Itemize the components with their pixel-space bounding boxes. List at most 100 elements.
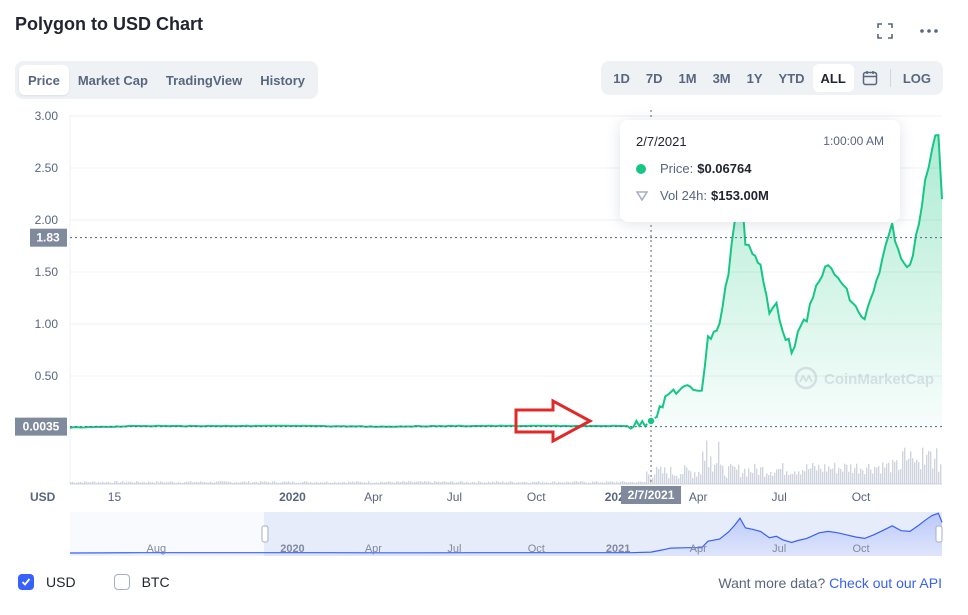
volume-bar [182, 482, 184, 484]
volume-bar [666, 473, 668, 484]
navigator-line [69, 512, 943, 554]
range-7d[interactable]: 7D [645, 70, 663, 86]
range-1m[interactable]: 1M [678, 70, 697, 86]
volume-bar [128, 481, 130, 484]
tab-tradingview[interactable]: TradingView [165, 72, 243, 88]
range-all[interactable]: ALL [812, 64, 854, 92]
volume-bar [688, 470, 690, 484]
fullscreen-icon[interactable] [874, 20, 896, 42]
volume-bar [600, 482, 602, 484]
volume-bar [388, 481, 390, 484]
tab-price[interactable]: Price [19, 65, 69, 95]
volume-bar [564, 482, 566, 484]
y-tick-label: 1.50 [35, 265, 59, 279]
volume-bar [760, 467, 762, 484]
volume-bar [202, 482, 204, 484]
volume-bar [408, 481, 410, 484]
volume-bar [366, 482, 368, 484]
volume-bar [130, 481, 132, 484]
volume-bar [400, 482, 402, 484]
tab-market-cap[interactable]: Market Cap [77, 72, 148, 88]
volume-bar [824, 464, 826, 484]
volume-bar [144, 482, 146, 484]
volume-bar [196, 482, 198, 484]
volume-bar [264, 481, 266, 484]
volume-bar [722, 465, 724, 484]
usd-checkbox[interactable] [18, 574, 34, 590]
volume-bar [170, 481, 172, 484]
x-tick-label: Apr [689, 490, 708, 504]
calendar-icon[interactable] [854, 64, 886, 92]
volume-bar [662, 473, 664, 484]
volume-bar [166, 481, 168, 484]
volume-bar [326, 481, 328, 484]
tab-history[interactable]: History [260, 72, 306, 88]
volume-bar [378, 482, 380, 484]
volume-bar [884, 467, 886, 484]
volume-bar [486, 482, 488, 484]
volume-bar [926, 454, 928, 484]
volume-bar [146, 482, 148, 484]
volume-bar [460, 481, 462, 484]
more-options-icon[interactable] [918, 20, 940, 42]
volume-bar [660, 466, 662, 484]
volume-bar [200, 481, 202, 484]
volume-bar [864, 474, 866, 484]
volume-bars [70, 440, 942, 484]
x-tick-label: 15 [108, 490, 122, 504]
y-tick-label: 3.00 [35, 109, 59, 123]
volume-bar [742, 473, 744, 484]
volume-bar [790, 474, 792, 484]
price-chart[interactable]: 3.00 2.50 2.00 1.50 1.00 0.50 CoinMarketCap 0… [0, 100, 968, 570]
volume-bar [772, 475, 774, 484]
volume-bar [658, 469, 660, 484]
volume-bar [910, 451, 912, 484]
volume-bar [374, 482, 376, 484]
api-link[interactable]: Check out our API [829, 575, 942, 591]
volume-bar [870, 469, 872, 484]
more-data-text: Want more data? [718, 575, 826, 591]
volume-bar [586, 482, 588, 484]
volume-bar [540, 482, 542, 484]
volume-bar [112, 482, 114, 484]
volume-bar [874, 466, 876, 484]
volume-bar [348, 481, 350, 484]
volume-bar [816, 470, 818, 484]
navigator-tick-label: Oct [528, 543, 545, 555]
volume-bar [192, 482, 194, 484]
volume-bar [850, 464, 852, 484]
volume-bar [626, 482, 628, 484]
range-1d[interactable]: 1D [613, 70, 630, 86]
tooltip-date: 2/7/2021 [636, 134, 687, 149]
volume-bar [312, 482, 314, 484]
volume-bar [594, 481, 596, 484]
volume-bar [814, 466, 816, 484]
volume-bar [610, 481, 612, 484]
range-ytd[interactable]: YTD [778, 70, 805, 86]
volume-bar [866, 467, 868, 484]
volume-bar [290, 482, 292, 484]
volume-bar [578, 482, 580, 484]
volume-bar [140, 482, 142, 484]
range-1y[interactable]: 1Y [746, 70, 763, 86]
range-navigator[interactable]: Aug 2020 Apr Jul Oct 2021 Apr Jul Oct [69, 512, 943, 556]
volume-bar [798, 471, 800, 484]
btc-checkbox[interactable] [113, 574, 130, 590]
volume-bar [544, 482, 546, 484]
x-tick-label: Jul [447, 490, 462, 504]
check-icon [21, 578, 31, 586]
volume-bar [434, 481, 436, 484]
volume-bar [638, 481, 640, 484]
volume-bar [342, 482, 344, 484]
range-3m[interactable]: 3M [712, 70, 731, 86]
volume-bar [752, 472, 754, 484]
volume-bar [332, 482, 334, 484]
volume-bar [292, 481, 294, 484]
volume-bar [334, 481, 336, 484]
volume-bar [656, 466, 658, 484]
range-log[interactable]: LOG [902, 70, 931, 86]
volume-bar [676, 475, 678, 484]
volume-bar [86, 481, 88, 484]
navigator-tick-label: Oct [852, 543, 869, 555]
volume-bar [440, 482, 442, 484]
